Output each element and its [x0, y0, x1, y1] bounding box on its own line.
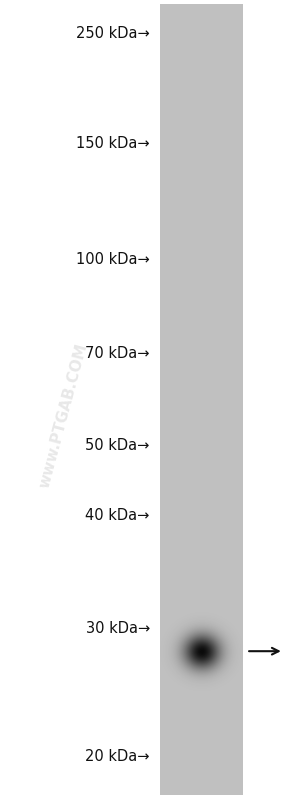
Text: 20 kDa→: 20 kDa→ — [85, 749, 150, 764]
Text: www.PTGAB.COM: www.PTGAB.COM — [37, 341, 90, 490]
Text: 100 kDa→: 100 kDa→ — [76, 252, 150, 267]
Text: 50 kDa→: 50 kDa→ — [85, 438, 150, 452]
Text: 30 kDa→: 30 kDa→ — [86, 622, 150, 636]
Bar — [160, 4, 243, 795]
Text: 250 kDa→: 250 kDa→ — [76, 26, 150, 41]
Text: 150 kDa→: 150 kDa→ — [76, 137, 150, 151]
Text: 40 kDa→: 40 kDa→ — [85, 508, 150, 523]
Text: 70 kDa→: 70 kDa→ — [85, 346, 150, 360]
